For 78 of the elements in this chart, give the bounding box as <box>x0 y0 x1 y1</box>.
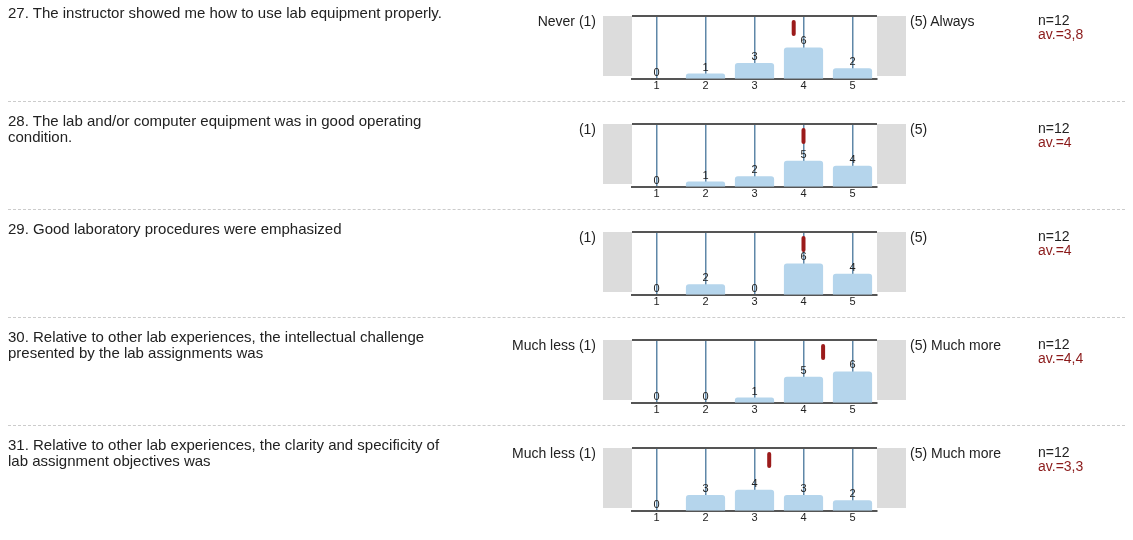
x-tick-label: 4 <box>800 187 807 200</box>
x-tick-label: 3 <box>751 511 758 524</box>
data-label: 5 <box>800 147 807 160</box>
text: n=12 <box>1038 120 1070 136</box>
data-label: 5 <box>800 363 807 376</box>
x-tick-label: 1 <box>653 295 660 308</box>
data-label: 2 <box>751 163 758 176</box>
bar <box>832 165 873 187</box>
data-label: 3 <box>702 482 709 495</box>
data-label: 0 <box>653 497 660 510</box>
text: n=12 <box>1038 336 1070 352</box>
bar <box>832 68 873 79</box>
text: Much less (1) <box>511 337 596 353</box>
data-label: 2 <box>849 55 856 68</box>
text: (1) <box>578 229 596 245</box>
x-tick-label: 1 <box>653 403 660 416</box>
text: (5) <box>910 229 928 245</box>
data-label: 3 <box>751 50 758 63</box>
data-label: 2 <box>849 487 856 500</box>
data-label: 0 <box>653 281 660 294</box>
x-tick-label: 3 <box>751 79 758 92</box>
x-tick-label: 4 <box>800 295 807 308</box>
x-tick-label: 5 <box>849 295 856 308</box>
text: av.=4 <box>1038 134 1072 150</box>
data-label: 0 <box>653 389 660 402</box>
text: n=12 <box>1038 12 1070 28</box>
x-tick-label: 5 <box>849 403 856 416</box>
bar <box>734 63 775 79</box>
x-tick-label: 4 <box>800 79 807 92</box>
x-tick-label: 3 <box>751 403 758 416</box>
text: av.=3,8 <box>1038 26 1084 42</box>
text: 30. Relative to other lab experiences, the intellectual challenge presented by the lab assignments was <box>8 328 426 361</box>
text: (5) <box>910 121 928 137</box>
data-label: 1 <box>751 384 758 397</box>
text: Much less (1) <box>511 445 596 461</box>
x-tick-label: 2 <box>702 295 709 308</box>
data-label: 6 <box>849 358 856 371</box>
x-tick-label: 2 <box>702 511 709 524</box>
x-tick-label: 2 <box>702 187 709 200</box>
text: n=12 <box>1038 228 1070 244</box>
data-label: 3 <box>800 482 807 495</box>
data-label: 0 <box>751 281 758 294</box>
text: 28. The lab and/or computer equipment was in good operating condition. <box>8 112 423 145</box>
x-tick-label: 5 <box>849 79 856 92</box>
data-label: 1 <box>702 60 709 73</box>
x-tick-label: 3 <box>751 187 758 200</box>
text: (5) Much more <box>910 445 1002 461</box>
data-label: 1 <box>702 168 709 181</box>
x-tick-label: 5 <box>849 187 856 200</box>
data-label: 0 <box>653 65 660 78</box>
x-tick-label: 1 <box>653 79 660 92</box>
text: av.=3,3 <box>1038 458 1084 474</box>
text: 27. The instructor showed me how to use lab equipment properly. <box>8 4 443 21</box>
bar <box>783 47 824 79</box>
data-label: 6 <box>800 34 807 47</box>
text: av.=4,4 <box>1038 350 1084 366</box>
bar <box>734 176 775 187</box>
data-label: 0 <box>702 389 709 402</box>
x-tick-label: 2 <box>702 403 709 416</box>
x-tick-label: 1 <box>653 187 660 200</box>
text: (5) Always <box>910 13 975 29</box>
text: 31. Relative to other lab experiences, the clarity and specificity of lab assignment objectives was <box>8 436 441 469</box>
data-label: 0 <box>653 173 660 186</box>
text: (5) Much more <box>910 337 1002 353</box>
x-tick-label: 5 <box>849 511 856 524</box>
x-tick-label: 4 <box>800 511 807 524</box>
x-tick-label: 4 <box>800 403 807 416</box>
bar <box>783 160 824 187</box>
text: n=12 <box>1038 444 1070 460</box>
data-label: 6 <box>800 250 807 263</box>
text: (1) <box>578 121 596 137</box>
text: Never (1) <box>537 13 596 29</box>
text: 29. Good laboratory procedures were emphasized <box>8 220 343 237</box>
x-tick-label: 3 <box>751 295 758 308</box>
data-label: 2 <box>702 271 709 284</box>
x-tick-label: 1 <box>653 511 660 524</box>
x-tick-label: 2 <box>702 79 709 92</box>
text: av.=4 <box>1038 242 1072 258</box>
